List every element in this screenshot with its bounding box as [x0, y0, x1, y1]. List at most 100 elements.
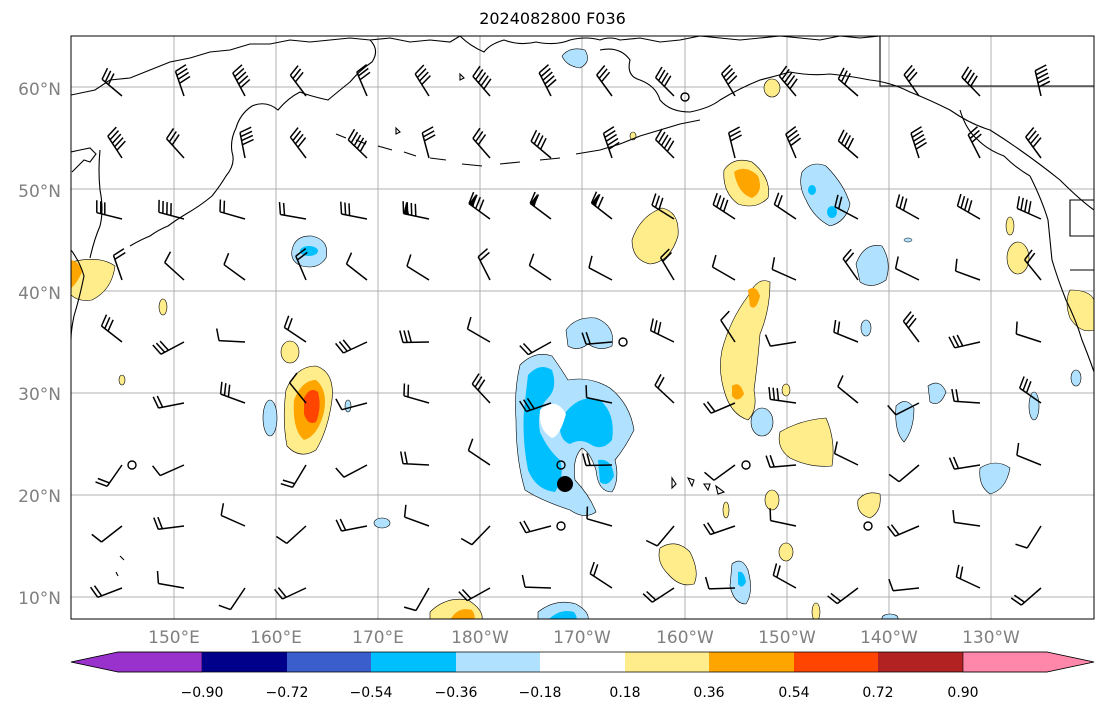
colorbar-tick-label: −0.18	[519, 685, 562, 701]
wind-barb	[765, 454, 797, 469]
wind-barb	[289, 127, 307, 159]
lon-label: 150°W	[758, 628, 816, 648]
wind-barb	[280, 464, 307, 489]
wind-barb	[956, 193, 981, 220]
wind-barb	[156, 571, 185, 589]
wind-barb	[403, 383, 430, 404]
wind-barb	[340, 201, 368, 220]
wind-barb	[89, 585, 123, 599]
wind-barb	[894, 256, 920, 281]
wind-barb	[289, 372, 307, 404]
colorbar-tick-label: 0.72	[862, 685, 893, 701]
wind-barb	[1025, 127, 1042, 159]
wind-barb	[356, 64, 371, 97]
wind-barb	[414, 64, 431, 97]
wind-barb	[165, 127, 185, 159]
anomaly-shading	[71, 48, 1094, 619]
wind-barb	[768, 387, 797, 404]
wind-barb	[239, 126, 254, 159]
lat-label: 40°N	[18, 284, 61, 304]
wind-barb	[406, 254, 430, 281]
wind-barb	[1034, 64, 1051, 97]
colorbar-tick-label: 0.18	[609, 685, 640, 701]
wind-barb	[827, 587, 859, 605]
colorbar-swatch	[540, 652, 625, 672]
wind-barbs	[89, 64, 1051, 612]
wind-barb	[954, 258, 981, 281]
colorbar-tick-label: −0.36	[435, 685, 478, 701]
wind-barb	[174, 64, 191, 97]
wind-barb	[589, 561, 613, 589]
wind-barb	[402, 201, 430, 220]
wind-barb	[888, 464, 920, 483]
wind-barb	[586, 506, 613, 527]
wind-barb	[153, 516, 185, 530]
wind-barb	[521, 574, 552, 589]
colorbar-tick-label: 0.90	[947, 685, 978, 701]
wind-barb	[220, 503, 246, 527]
wind-barb	[403, 504, 430, 527]
wind-barb	[842, 248, 859, 281]
wind-barb	[651, 193, 675, 220]
wind-barb	[703, 401, 736, 414]
wind-barb	[421, 126, 436, 159]
wind-barb	[887, 402, 920, 416]
wind-barb	[948, 334, 981, 349]
wind-barb	[581, 331, 613, 346]
lon-label: 160°W	[656, 628, 714, 648]
wind-barb	[152, 464, 185, 477]
wind-barb	[458, 587, 491, 602]
wind-barb	[215, 328, 246, 343]
lon-label: 170°W	[553, 628, 611, 648]
wind-barb	[519, 520, 552, 534]
wind-barb	[654, 128, 675, 159]
wind-barb	[712, 192, 736, 220]
wind-barb	[275, 525, 307, 545]
wind-barb	[1015, 525, 1042, 549]
colorbar-tick-label: 0.54	[778, 685, 809, 701]
wind-barb	[833, 441, 859, 466]
colorbar-tick-label: −0.90	[181, 685, 224, 701]
wind-barb	[467, 438, 491, 466]
wind-barb	[902, 311, 920, 343]
wind-barb	[769, 508, 797, 527]
wind-barb	[704, 576, 736, 590]
lat-label: 20°N	[18, 487, 61, 507]
wind-barb	[1015, 321, 1042, 343]
wind-barb	[278, 202, 307, 220]
wind-barb	[1016, 442, 1042, 466]
wind-barb	[703, 522, 736, 536]
wind-barb	[399, 330, 430, 344]
lat-label: 50°N	[18, 182, 61, 202]
wind-barb	[785, 126, 802, 159]
longitude-labels: 150°E 160°E 170°E 180°W 170°W 160°W 150°…	[148, 628, 1020, 648]
colorbar-swatch	[287, 652, 371, 672]
colorbar-swatch	[709, 652, 794, 672]
wind-barb	[152, 340, 185, 355]
wind-barb	[335, 518, 368, 532]
wind-barb	[112, 248, 126, 281]
wind-barb	[771, 257, 797, 281]
lon-label: 160°E	[250, 628, 302, 648]
map-frame	[70, 35, 1095, 620]
wind-barb	[596, 65, 613, 97]
wind-barb	[219, 381, 246, 404]
wind-barb	[772, 563, 797, 589]
lat-label: 10°N	[18, 589, 61, 609]
colorbar-tick-label: −0.54	[350, 685, 393, 701]
lon-label: 140°W	[860, 628, 918, 648]
colorbar-tick-labels: −0.90 −0.72 −0.54 −0.36 −0.18 0.18 0.36 …	[181, 685, 979, 701]
wind-barb	[399, 451, 430, 466]
colorbar-swatch	[202, 652, 287, 672]
wind-barb	[585, 385, 613, 404]
wind-barb	[704, 464, 736, 481]
wind-barb	[345, 252, 368, 281]
wind-barb	[471, 373, 491, 404]
wind-barb	[887, 524, 920, 537]
wind-barb	[529, 191, 552, 220]
colorbar-swatch	[878, 652, 963, 672]
wind-barb	[645, 525, 675, 547]
wind-barb	[335, 339, 368, 354]
map-title: 2024082800 F036	[479, 9, 626, 28]
colorbar-swatch	[456, 652, 540, 672]
